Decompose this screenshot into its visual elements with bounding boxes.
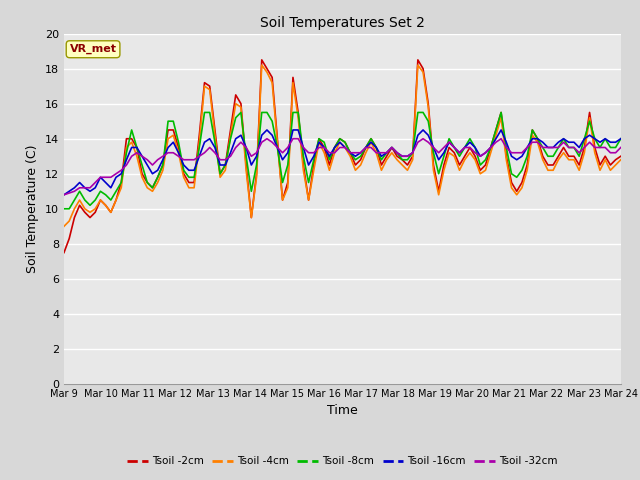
Tsoil -32cm (617, 144, 625, 150)
Tsoil -16cm (117, 171, 125, 177)
Title: Soil Temperatures Set 2: Soil Temperatures Set 2 (260, 16, 425, 30)
Tsoil -8cm (544, 154, 552, 159)
Tsoil -4cm (508, 185, 515, 191)
Line: Tsoil -2cm: Tsoil -2cm (64, 60, 621, 252)
Tsoil -16cm (508, 154, 515, 159)
Tsoil -2cm (60, 250, 68, 255)
Tsoil -2cm (617, 154, 625, 159)
Tsoil -2cm (612, 157, 620, 163)
Tsoil -2cm (117, 180, 125, 185)
Tsoil -2cm (258, 57, 266, 63)
Tsoil -4cm (117, 185, 125, 191)
Tsoil -4cm (617, 157, 625, 163)
Tsoil -16cm (148, 171, 156, 177)
Tsoil -32cm (544, 144, 552, 150)
Tsoil -8cm (508, 171, 515, 177)
Tsoil -16cm (544, 144, 552, 150)
Tsoil -2cm (508, 180, 515, 185)
Tsoil -2cm (326, 162, 333, 168)
Tsoil -16cm (612, 139, 620, 145)
Tsoil -4cm (326, 168, 333, 173)
Tsoil -32cm (60, 192, 68, 198)
Tsoil -32cm (508, 150, 515, 156)
Tsoil -2cm (148, 185, 156, 191)
Tsoil -8cm (60, 206, 68, 212)
Tsoil -4cm (148, 188, 156, 194)
Tsoil -8cm (117, 180, 125, 185)
Tsoil -16cm (617, 136, 625, 142)
Tsoil -16cm (60, 192, 68, 198)
Tsoil -32cm (117, 168, 125, 173)
Tsoil -4cm (612, 162, 620, 168)
Tsoil -8cm (326, 157, 333, 163)
Tsoil -16cm (263, 127, 271, 133)
Tsoil -32cm (148, 162, 156, 168)
Tsoil -32cm (263, 136, 271, 142)
Tsoil -4cm (60, 223, 68, 229)
Tsoil -8cm (201, 109, 209, 115)
Tsoil -16cm (326, 154, 333, 159)
Tsoil -32cm (612, 150, 620, 156)
Line: Tsoil -4cm: Tsoil -4cm (64, 65, 621, 226)
Legend: Tsoil -2cm, Tsoil -4cm, Tsoil -8cm, Tsoil -16cm, Tsoil -32cm: Tsoil -2cm, Tsoil -4cm, Tsoil -8cm, Tsoi… (123, 452, 562, 470)
Tsoil -2cm (544, 162, 552, 168)
Tsoil -32cm (326, 150, 333, 156)
Tsoil -4cm (544, 168, 552, 173)
X-axis label: Time: Time (327, 405, 358, 418)
Tsoil -4cm (258, 62, 266, 68)
Line: Tsoil -8cm: Tsoil -8cm (64, 112, 621, 209)
Y-axis label: Soil Temperature (C): Soil Temperature (C) (26, 144, 40, 273)
Line: Tsoil -32cm: Tsoil -32cm (64, 139, 621, 195)
Tsoil -8cm (612, 144, 620, 150)
Line: Tsoil -16cm: Tsoil -16cm (64, 130, 621, 195)
Tsoil -8cm (148, 185, 156, 191)
Text: VR_met: VR_met (70, 44, 116, 54)
Tsoil -8cm (617, 136, 625, 142)
